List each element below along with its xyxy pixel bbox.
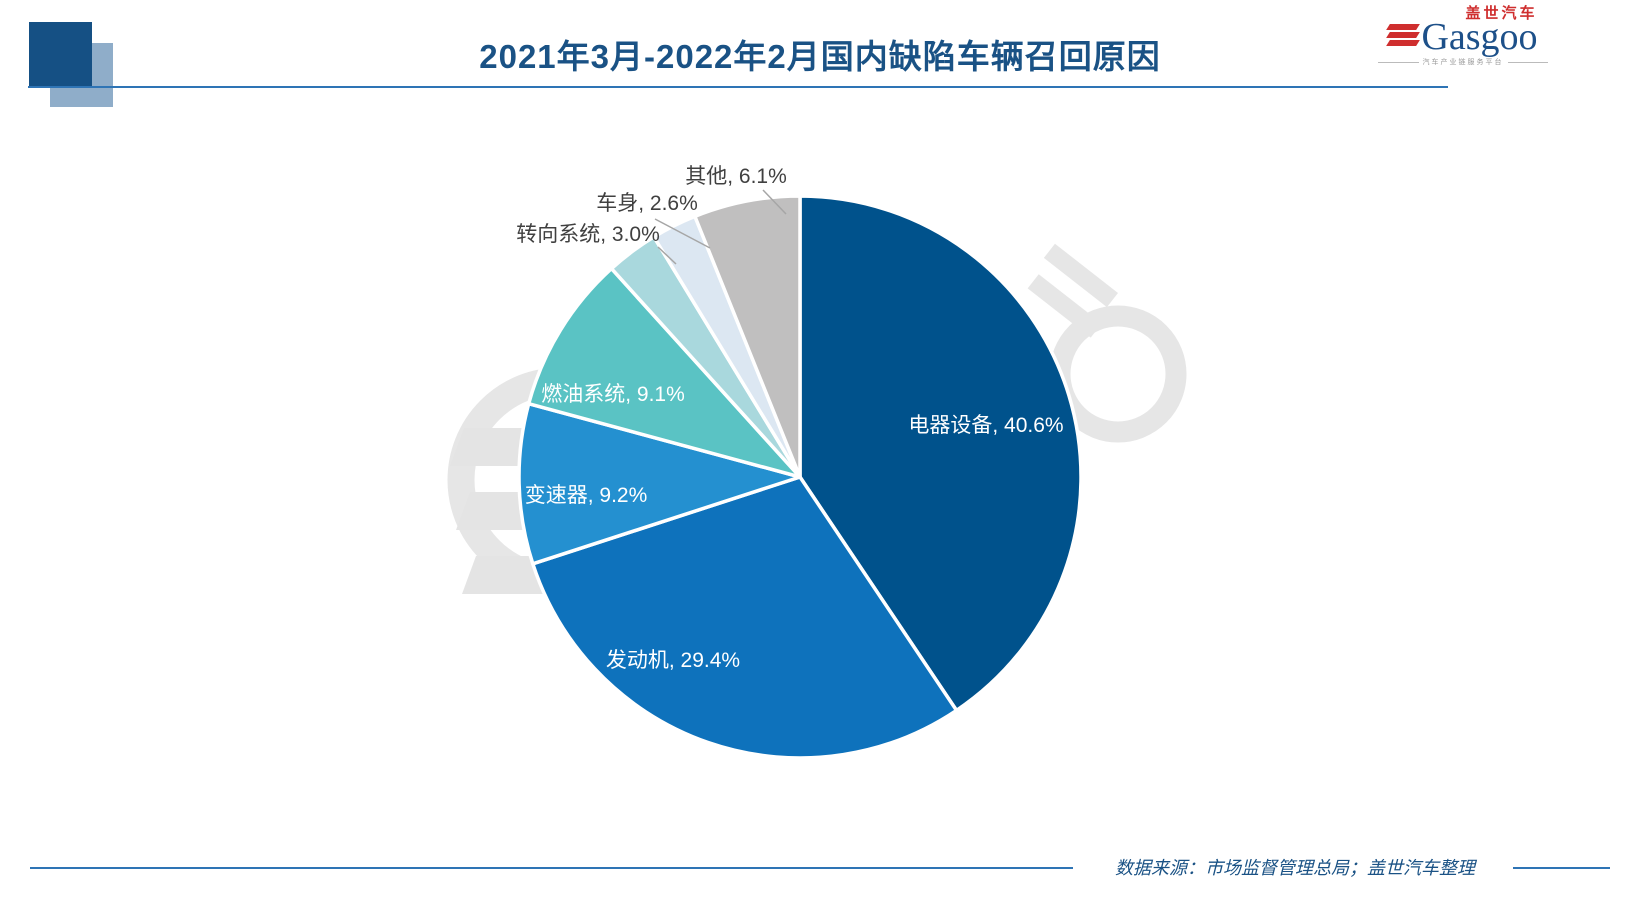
- slice-label-1: 发动机, 29.4%: [605, 649, 741, 672]
- logo-brand-en: Gasgoo: [1421, 16, 1538, 58]
- footer-rule-left: [30, 867, 1073, 869]
- logo-brand-cn: 盖世汽车: [1465, 5, 1538, 22]
- data-source-note: 数据来源：市场监督管理总局；盖世汽车整理: [1115, 858, 1475, 878]
- leader-line-4: [657, 246, 677, 265]
- slice-label-0: 电器设备, 40.6%: [908, 414, 1064, 437]
- pie-slice-1: [531, 475, 959, 760]
- footer-rule-right: [1513, 867, 1610, 869]
- slice-label-4: 转向系统, 3.0%: [516, 223, 660, 246]
- slice-label-2: 变速器, 9.2%: [524, 484, 648, 507]
- slice-label-3: 燃油系统, 9.1%: [541, 383, 685, 406]
- gasgoo-logo: 盖世汽车 Gasgoo 汽车产业链服务平台: [1378, 6, 1548, 67]
- slice-label-6: 其他, 6.1%: [685, 165, 787, 188]
- pie-slice-0: [798, 194, 1083, 713]
- page-title: 2021年3月-2022年2月国内缺陷车辆召回原因: [479, 38, 1161, 75]
- logo-tagline: 汽车产业链服务平台: [1378, 57, 1548, 67]
- leader-line-6: [762, 189, 787, 215]
- pie-slice-3: [526, 266, 802, 479]
- logo-tagline-text: 汽车产业链服务平台: [1422, 59, 1504, 67]
- slice-label-5: 车身, 2.6%: [596, 192, 698, 215]
- title-underline: [28, 86, 1448, 88]
- leader-line-5: [654, 218, 711, 249]
- pie-slice-6: [693, 194, 802, 479]
- pie-slice-2: [517, 401, 802, 566]
- deco-square-dark: [29, 22, 92, 88]
